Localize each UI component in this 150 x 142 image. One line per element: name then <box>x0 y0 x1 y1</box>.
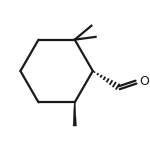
Text: O: O <box>139 75 149 88</box>
Polygon shape <box>73 102 76 126</box>
